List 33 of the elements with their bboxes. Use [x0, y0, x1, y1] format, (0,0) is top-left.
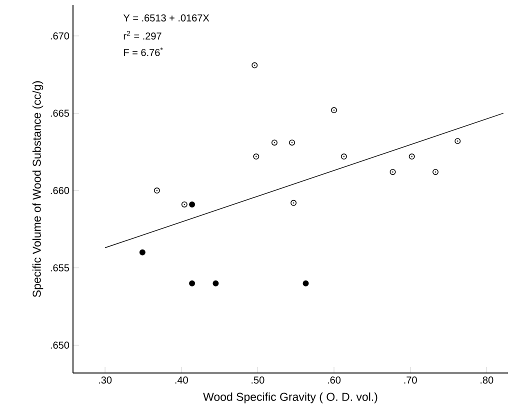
point [189, 201, 196, 208]
annotation: Y = .6513 + .0167X [123, 14, 210, 22]
y-tick-label: .665 [50, 110, 70, 117]
annotation: F = 6.76$^{*}$ [124, 48, 163, 56]
point [252, 62, 258, 68]
point [331, 107, 338, 114]
x-tick-label: .70 [404, 376, 417, 384]
y-tick-label: .655 [50, 264, 70, 272]
x-tick-label: .60 [328, 376, 341, 384]
x-tick-label: .40 [175, 376, 188, 384]
point [271, 140, 278, 146]
point [289, 140, 296, 146]
point [290, 200, 297, 206]
x-tick-label: .50 [252, 376, 264, 384]
point [340, 154, 347, 160]
annotation: r$^{2}$ = .297 [124, 30, 162, 40]
point [390, 168, 396, 175]
point [181, 201, 188, 208]
y-tick-label: .650 [50, 342, 70, 349]
y-axis-title: Specific Volume of Wood Substance (cc/g) [32, 81, 44, 298]
point [454, 138, 461, 144]
point [189, 280, 196, 286]
y-tick-label: .670 [50, 32, 70, 40]
x-tick-label: .30 [99, 376, 112, 384]
x-tick-label: .80 [480, 376, 494, 384]
point [408, 154, 415, 160]
point [212, 280, 219, 286]
point [253, 154, 260, 160]
y-tick-label: .660 [50, 187, 70, 194]
point [154, 188, 160, 194]
x-axis-title: Wood Specific Gravity ( O. D. vol.) [203, 392, 378, 404]
point [139, 249, 146, 256]
point [302, 280, 309, 286]
